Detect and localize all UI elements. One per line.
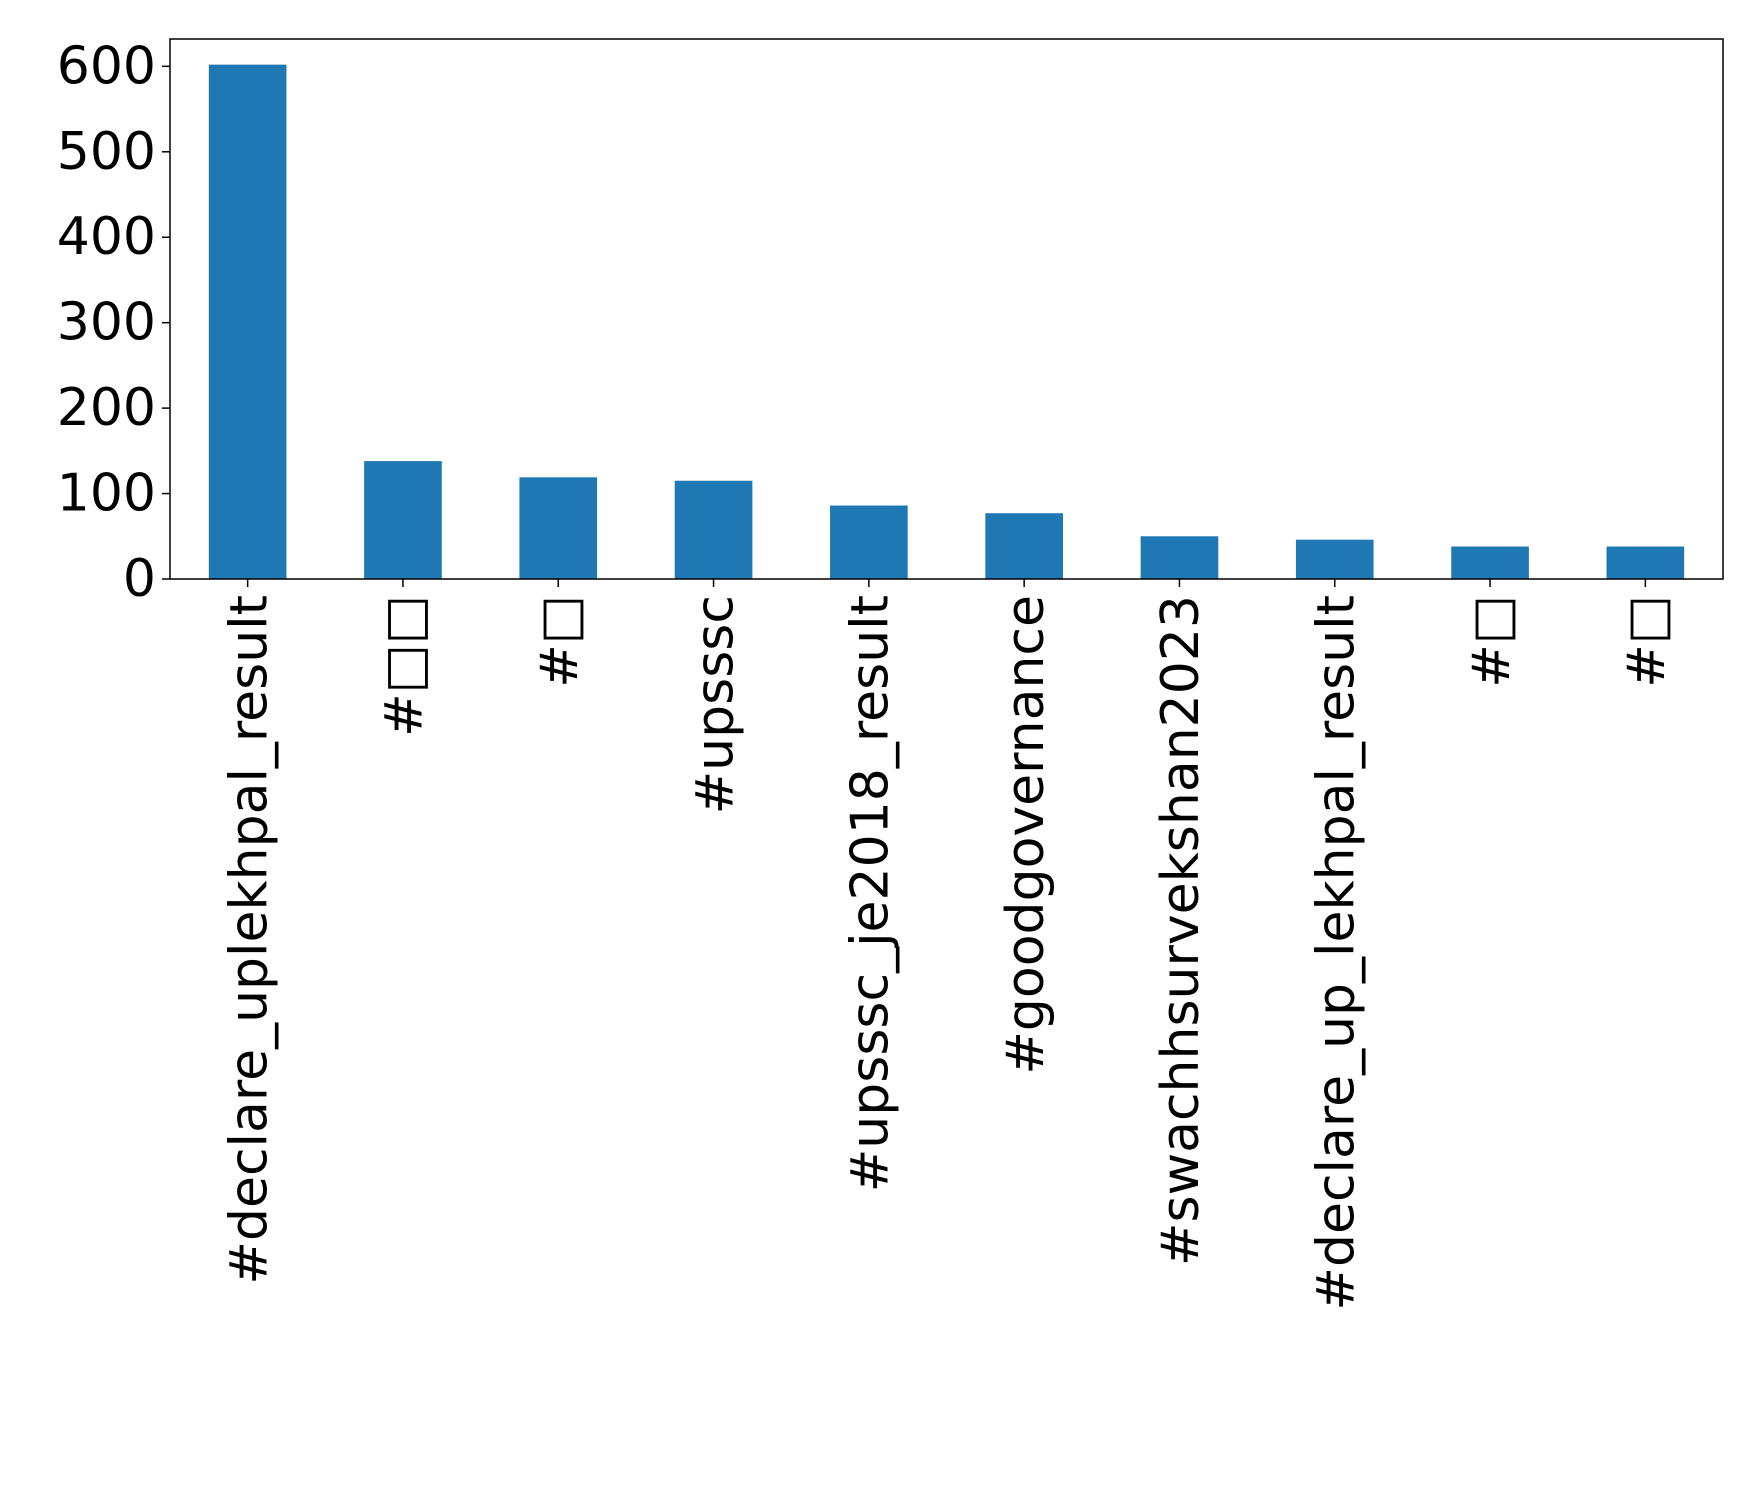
x-tick-label-5: #goodgovernance <box>996 595 1056 1075</box>
x-tick-label-6: #swachhsurvekshan2023 <box>1151 595 1211 1266</box>
bar-3 <box>674 480 753 579</box>
x-tick-label-7: #declare_up_lekhpal_result <box>1306 595 1366 1311</box>
x-tick-label-0: #declare_uplekhpal_result <box>219 595 279 1285</box>
plot-area-frame <box>169 38 1724 580</box>
x-tick-label-4: #upsssc_je2018_result <box>841 595 901 1192</box>
x-tick-label-1: #□□ <box>375 595 435 737</box>
x-axis: #declare_uplekhpal_result #□□ #□ #upsssc #up… <box>219 579 1677 1311</box>
bar-4 <box>830 505 908 579</box>
bar-8 <box>1451 546 1529 579</box>
bar-2 <box>519 477 598 579</box>
x-tick-label-8: #□ <box>1462 595 1522 688</box>
bar-0 <box>208 64 287 579</box>
y-tick-label-1: 100 <box>57 464 156 524</box>
bars-layer <box>208 64 1685 579</box>
bar-7 <box>1295 539 1374 579</box>
y-tick-label-3: 300 <box>57 293 156 353</box>
y-tick-label-4: 400 <box>57 207 156 267</box>
x-tick-label-2: #□ <box>530 595 590 688</box>
y-tick-label-2: 200 <box>57 378 156 438</box>
bar-5 <box>985 513 1063 579</box>
y-axis: 0 100 200 300 400 500 600 <box>57 36 170 609</box>
y-tick-label-6: 600 <box>57 36 156 96</box>
bar-1 <box>364 461 442 579</box>
x-tick-label-3: #upsssc <box>685 595 745 814</box>
x-tick-label-9: #□ <box>1617 595 1677 688</box>
bar-9 <box>1606 546 1685 579</box>
y-tick-label-5: 500 <box>57 122 156 182</box>
bar-6 <box>1140 536 1219 579</box>
y-tick-label-0: 0 <box>123 549 156 609</box>
